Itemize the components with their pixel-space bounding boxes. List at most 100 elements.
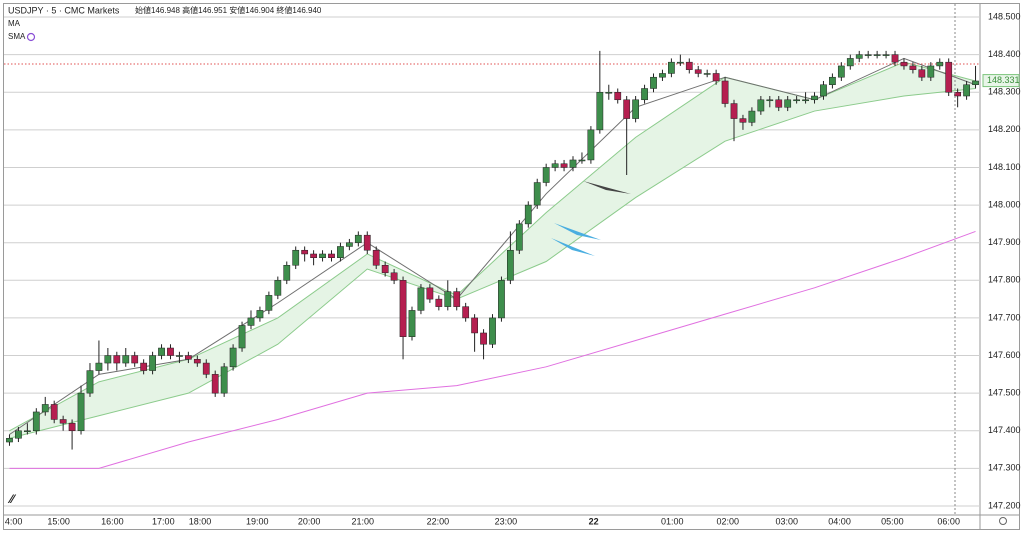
y-tick-label: 147.300 xyxy=(988,463,1021,473)
x-tick-label: 17:00 xyxy=(152,516,175,526)
candle-body xyxy=(256,310,264,319)
candle-body xyxy=(489,317,496,345)
candle-body xyxy=(220,366,228,394)
candle-body xyxy=(820,84,827,97)
candle-body xyxy=(650,76,657,89)
y-tick-label: 147.900 xyxy=(988,237,1021,247)
candle-body xyxy=(372,249,380,266)
last-price-label: 148.331 xyxy=(987,75,1020,85)
candle-body xyxy=(945,61,953,93)
x-tick-label: 01:00 xyxy=(661,516,684,526)
y-tick-label: 147.600 xyxy=(988,350,1021,360)
candle-body xyxy=(685,61,693,70)
candle-body xyxy=(158,347,165,356)
candle-body xyxy=(766,99,774,102)
y-tick-label: 148.500 xyxy=(988,11,1021,21)
candle-body xyxy=(900,61,908,67)
candle-body xyxy=(68,422,76,432)
candle-body xyxy=(963,84,970,97)
candle-body xyxy=(265,295,273,311)
candle-body xyxy=(587,129,595,161)
candle-body xyxy=(408,310,416,337)
indicator-icon[interactable] xyxy=(26,32,36,42)
logo: ⁄⁄ xyxy=(7,492,17,506)
candle-body xyxy=(837,65,845,78)
candle-body xyxy=(748,110,756,123)
candle-body xyxy=(864,54,872,56)
candle-body xyxy=(390,272,398,281)
candle-body xyxy=(104,355,112,364)
y-tick-label: 147.700 xyxy=(988,312,1021,322)
candle-body xyxy=(274,280,282,296)
x-tick-label: 4:00 xyxy=(5,516,23,526)
candle-body xyxy=(354,234,362,243)
candle-body xyxy=(605,92,613,94)
x-tick-label: 22 xyxy=(589,516,599,526)
candle-body xyxy=(703,73,711,75)
candle-body xyxy=(954,92,962,97)
candle-body xyxy=(32,411,40,432)
arrow xyxy=(554,223,601,240)
candle-body xyxy=(211,374,219,394)
candle-body xyxy=(829,76,836,85)
candle-body xyxy=(927,65,935,78)
candle-body xyxy=(515,223,523,251)
indicator-line xyxy=(9,57,976,435)
candle-body xyxy=(202,362,210,375)
candle-body xyxy=(569,159,577,168)
y-tick-label: 148.200 xyxy=(988,124,1021,134)
candle-body xyxy=(507,249,514,281)
x-tick-label: 16:00 xyxy=(101,516,124,526)
candle-body xyxy=(811,95,818,101)
candle-body xyxy=(167,347,174,356)
x-tick-label: 02:00 xyxy=(716,516,739,526)
candle-body xyxy=(614,92,622,101)
candle-body xyxy=(444,291,452,307)
candle-body xyxy=(784,99,792,108)
y-tick-label: 148.100 xyxy=(988,162,1021,172)
candle-body xyxy=(95,362,103,371)
candle-body xyxy=(739,118,747,123)
band-fill xyxy=(9,62,976,439)
y-tick-label: 148.000 xyxy=(988,199,1021,209)
ohlc-legend: 始値146.948 高値146.951 安値146.904 終値146.940 xyxy=(135,5,322,15)
candle-body xyxy=(283,265,291,281)
candle-body xyxy=(632,99,639,119)
candle-body xyxy=(972,80,979,85)
candle-body xyxy=(873,54,881,56)
candle-body xyxy=(113,355,121,364)
x-tick-label: 19:00 xyxy=(246,516,269,526)
x-tick-label: 04:00 xyxy=(828,516,851,526)
candle-body xyxy=(668,61,675,74)
candle-body xyxy=(775,99,783,108)
candle-body xyxy=(86,370,94,394)
x-tick-label: 20:00 xyxy=(298,516,321,526)
candle-body xyxy=(328,253,335,258)
candle-body xyxy=(15,430,22,439)
y-tick-label: 147.500 xyxy=(988,388,1021,398)
candle-body xyxy=(846,58,854,67)
candle-body xyxy=(381,265,389,274)
candle-body xyxy=(247,317,255,326)
settings-icon[interactable] xyxy=(999,517,1007,525)
candle-body xyxy=(319,253,326,258)
candle-body xyxy=(641,88,648,101)
candle-body xyxy=(140,362,148,371)
x-tick-label: 03:00 xyxy=(776,516,799,526)
candle-body xyxy=(909,65,917,70)
candle-body xyxy=(184,355,192,360)
candle-body xyxy=(694,69,702,74)
candle-body xyxy=(542,167,550,183)
last-price-tag xyxy=(982,74,1020,88)
candle-body xyxy=(498,280,505,319)
candle-body xyxy=(793,99,801,102)
candle-body xyxy=(41,404,49,413)
candle-body xyxy=(399,280,407,337)
candle-body xyxy=(882,54,890,56)
candle-body xyxy=(453,291,461,307)
candle-body xyxy=(149,355,156,371)
x-tick-label: 06:00 xyxy=(937,516,960,526)
arrow xyxy=(583,181,631,194)
candle-body xyxy=(229,347,237,368)
x-tick-label: 22:00 xyxy=(427,516,450,526)
